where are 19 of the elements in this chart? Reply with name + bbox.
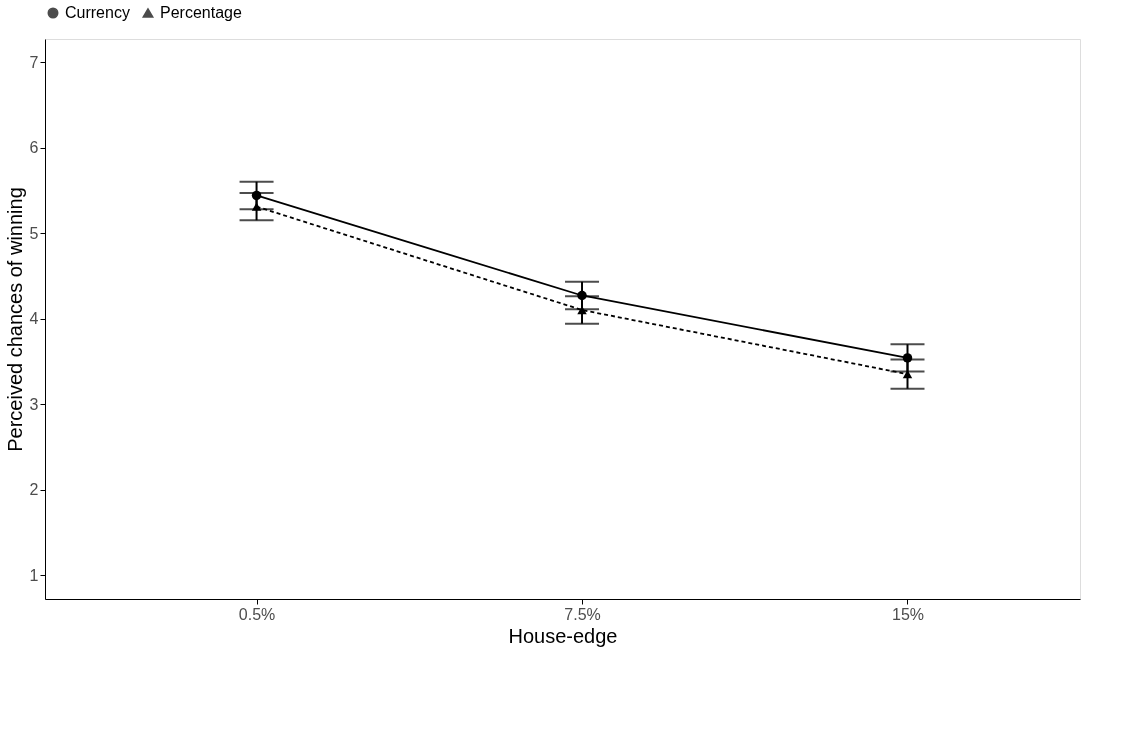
x-axis-title: House-edge bbox=[508, 624, 618, 647]
x-tick-label: 0.5% bbox=[238, 605, 276, 623]
legend-label: Currency bbox=[65, 4, 130, 21]
y-tick-label: 2 bbox=[29, 481, 39, 499]
y-tick-label: 6 bbox=[29, 139, 39, 157]
point bbox=[251, 202, 262, 211]
point bbox=[902, 353, 913, 363]
point bbox=[902, 370, 913, 379]
y-tick-label: 4 bbox=[29, 310, 39, 328]
point bbox=[251, 190, 262, 201]
y-tick-label: 5 bbox=[29, 224, 39, 242]
y-tick-label: 3 bbox=[29, 395, 39, 413]
point bbox=[577, 290, 587, 301]
x-tick-label: 15% bbox=[891, 605, 925, 623]
y-axis-title: Perceived chances of winning bbox=[3, 187, 26, 452]
x-tick-label: 7.5% bbox=[564, 605, 601, 623]
legend-label: Percentage bbox=[160, 4, 242, 21]
y-tick-label: 1 bbox=[29, 566, 39, 584]
y-tick-label: 7 bbox=[29, 53, 39, 71]
